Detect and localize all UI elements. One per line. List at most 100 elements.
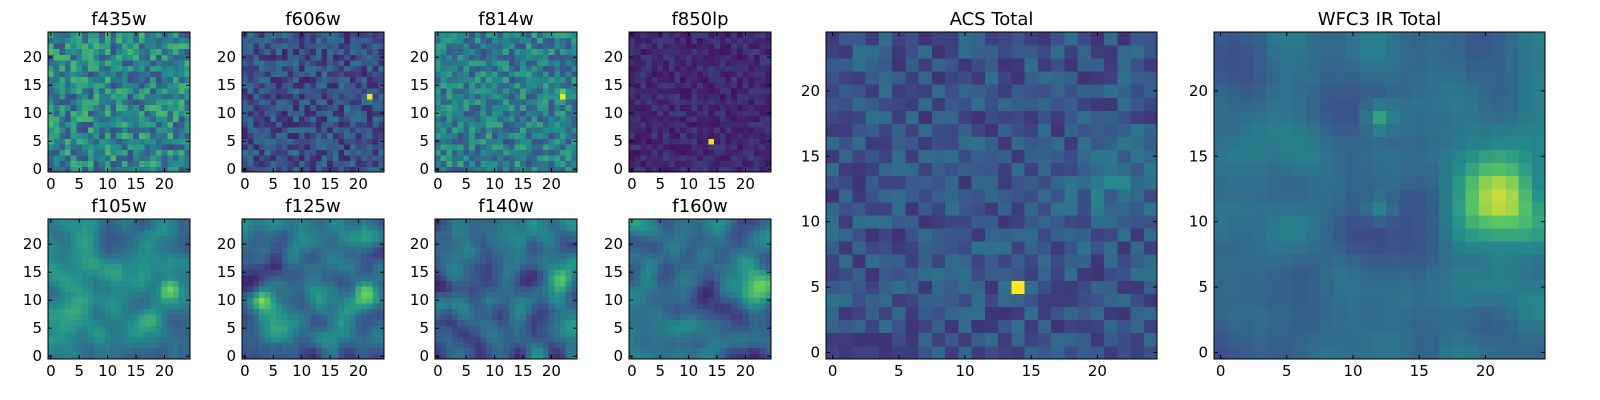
heatmap-cell bbox=[674, 104, 681, 111]
heatmap-cell bbox=[565, 116, 572, 122]
heatmap-cell bbox=[680, 308, 687, 315]
heatmap-cell bbox=[657, 269, 664, 276]
heatmap-cell bbox=[474, 99, 481, 106]
heatmap-cell bbox=[70, 116, 77, 122]
heatmap-cell bbox=[668, 71, 675, 78]
heatmap-cell bbox=[178, 99, 185, 106]
heatmap-cell bbox=[53, 314, 60, 321]
heatmap-cell bbox=[361, 241, 368, 248]
heatmap-cell bbox=[531, 166, 538, 173]
heatmap-cell bbox=[310, 37, 317, 44]
heatmap-cell bbox=[82, 219, 89, 225]
heatmap-cell bbox=[121, 336, 128, 343]
heatmap-cell bbox=[680, 149, 687, 156]
heatmap-cell bbox=[452, 99, 459, 106]
heatmap-cell bbox=[133, 275, 140, 281]
heatmap-cell bbox=[276, 60, 283, 66]
heatmap-cell bbox=[697, 32, 704, 38]
heatmap-cell bbox=[242, 308, 249, 315]
heatmap-cell bbox=[554, 314, 561, 321]
heatmap-cell bbox=[138, 144, 145, 150]
heatmap-cell bbox=[469, 160, 476, 167]
heatmap-cell bbox=[315, 65, 322, 72]
heatmap-cell bbox=[719, 342, 726, 349]
heatmap-cell bbox=[759, 65, 766, 72]
heatmap-cell bbox=[281, 319, 288, 326]
heatmap-cell bbox=[59, 297, 66, 304]
heatmap-cell bbox=[110, 347, 117, 354]
heatmap-cell bbox=[104, 297, 111, 304]
heatmap-cell bbox=[70, 149, 77, 156]
heatmap-cell bbox=[748, 319, 755, 326]
heatmap-cell bbox=[474, 48, 481, 55]
heatmap-cell bbox=[298, 235, 305, 242]
heatmap-cell bbox=[742, 127, 749, 134]
heatmap-cell bbox=[378, 347, 385, 354]
heatmap-cell bbox=[70, 37, 77, 44]
heatmap-cell bbox=[646, 32, 653, 38]
heatmap-cell bbox=[646, 82, 653, 89]
heatmap-cell bbox=[264, 71, 271, 78]
heatmap-cell bbox=[298, 252, 305, 259]
heatmap-cell bbox=[480, 166, 487, 173]
heatmap-cell bbox=[138, 230, 145, 237]
heatmap-cell bbox=[559, 275, 566, 281]
heatmap-cell bbox=[554, 342, 561, 349]
heatmap-cell bbox=[276, 297, 283, 304]
heatmap-cell bbox=[480, 280, 487, 287]
heatmap-cell bbox=[53, 144, 60, 150]
heatmap-cell bbox=[640, 71, 647, 78]
heatmap-cell bbox=[110, 241, 117, 248]
heatmap-cell bbox=[355, 258, 362, 265]
heatmap-cell bbox=[247, 291, 254, 298]
heatmap-cell bbox=[559, 325, 566, 332]
heatmap-cell bbox=[82, 76, 89, 83]
heatmap-cell bbox=[310, 353, 317, 360]
heatmap-cell bbox=[253, 138, 260, 145]
heatmap-cell bbox=[491, 149, 498, 156]
heatmap-cell bbox=[355, 286, 362, 293]
heatmap-cell bbox=[133, 336, 140, 343]
heatmap-cell bbox=[70, 219, 77, 225]
heatmap-cell bbox=[304, 60, 311, 66]
heatmap-cell bbox=[469, 155, 476, 162]
heatmap-cell bbox=[736, 347, 743, 354]
heatmap-cell bbox=[304, 325, 311, 332]
heatmap-cell bbox=[138, 155, 145, 162]
heatmap-cell bbox=[276, 104, 283, 111]
heatmap-cell bbox=[378, 247, 385, 253]
heatmap-cell bbox=[242, 88, 249, 94]
heatmap-cell bbox=[161, 37, 168, 44]
heatmap-cell bbox=[663, 88, 670, 94]
heatmap-cell bbox=[554, 325, 561, 332]
heatmap-cell bbox=[133, 331, 140, 337]
heatmap-cell bbox=[469, 342, 476, 349]
heatmap-cell bbox=[514, 336, 521, 343]
heatmap-cell bbox=[525, 263, 532, 270]
heatmap-cell bbox=[378, 60, 385, 66]
x-tick-label: 20 bbox=[736, 175, 755, 193]
heatmap-cell bbox=[685, 280, 692, 287]
heatmap-cell bbox=[344, 54, 351, 61]
heatmap-cell bbox=[440, 252, 447, 259]
heatmap-cell bbox=[259, 99, 266, 106]
heatmap-cell bbox=[327, 230, 334, 237]
heatmap-cell bbox=[332, 132, 339, 139]
heatmap-cell bbox=[150, 37, 157, 44]
heatmap-cell bbox=[542, 280, 549, 287]
heatmap-cell bbox=[59, 314, 66, 321]
heatmap-cell bbox=[554, 297, 561, 304]
heatmap-cell bbox=[59, 353, 66, 360]
heatmap-cell bbox=[708, 76, 715, 83]
heatmap-cell bbox=[640, 116, 647, 122]
heatmap-cell bbox=[133, 132, 140, 139]
heatmap-cell bbox=[629, 99, 636, 106]
heatmap-cell bbox=[99, 160, 106, 167]
heatmap-cell bbox=[287, 303, 294, 309]
heatmap-cell bbox=[361, 32, 368, 38]
heatmap-cell bbox=[270, 127, 277, 134]
heatmap-cell bbox=[355, 82, 362, 89]
heatmap-cell bbox=[315, 286, 322, 293]
heatmap-cell bbox=[497, 99, 504, 106]
heatmap-cell bbox=[759, 144, 766, 150]
